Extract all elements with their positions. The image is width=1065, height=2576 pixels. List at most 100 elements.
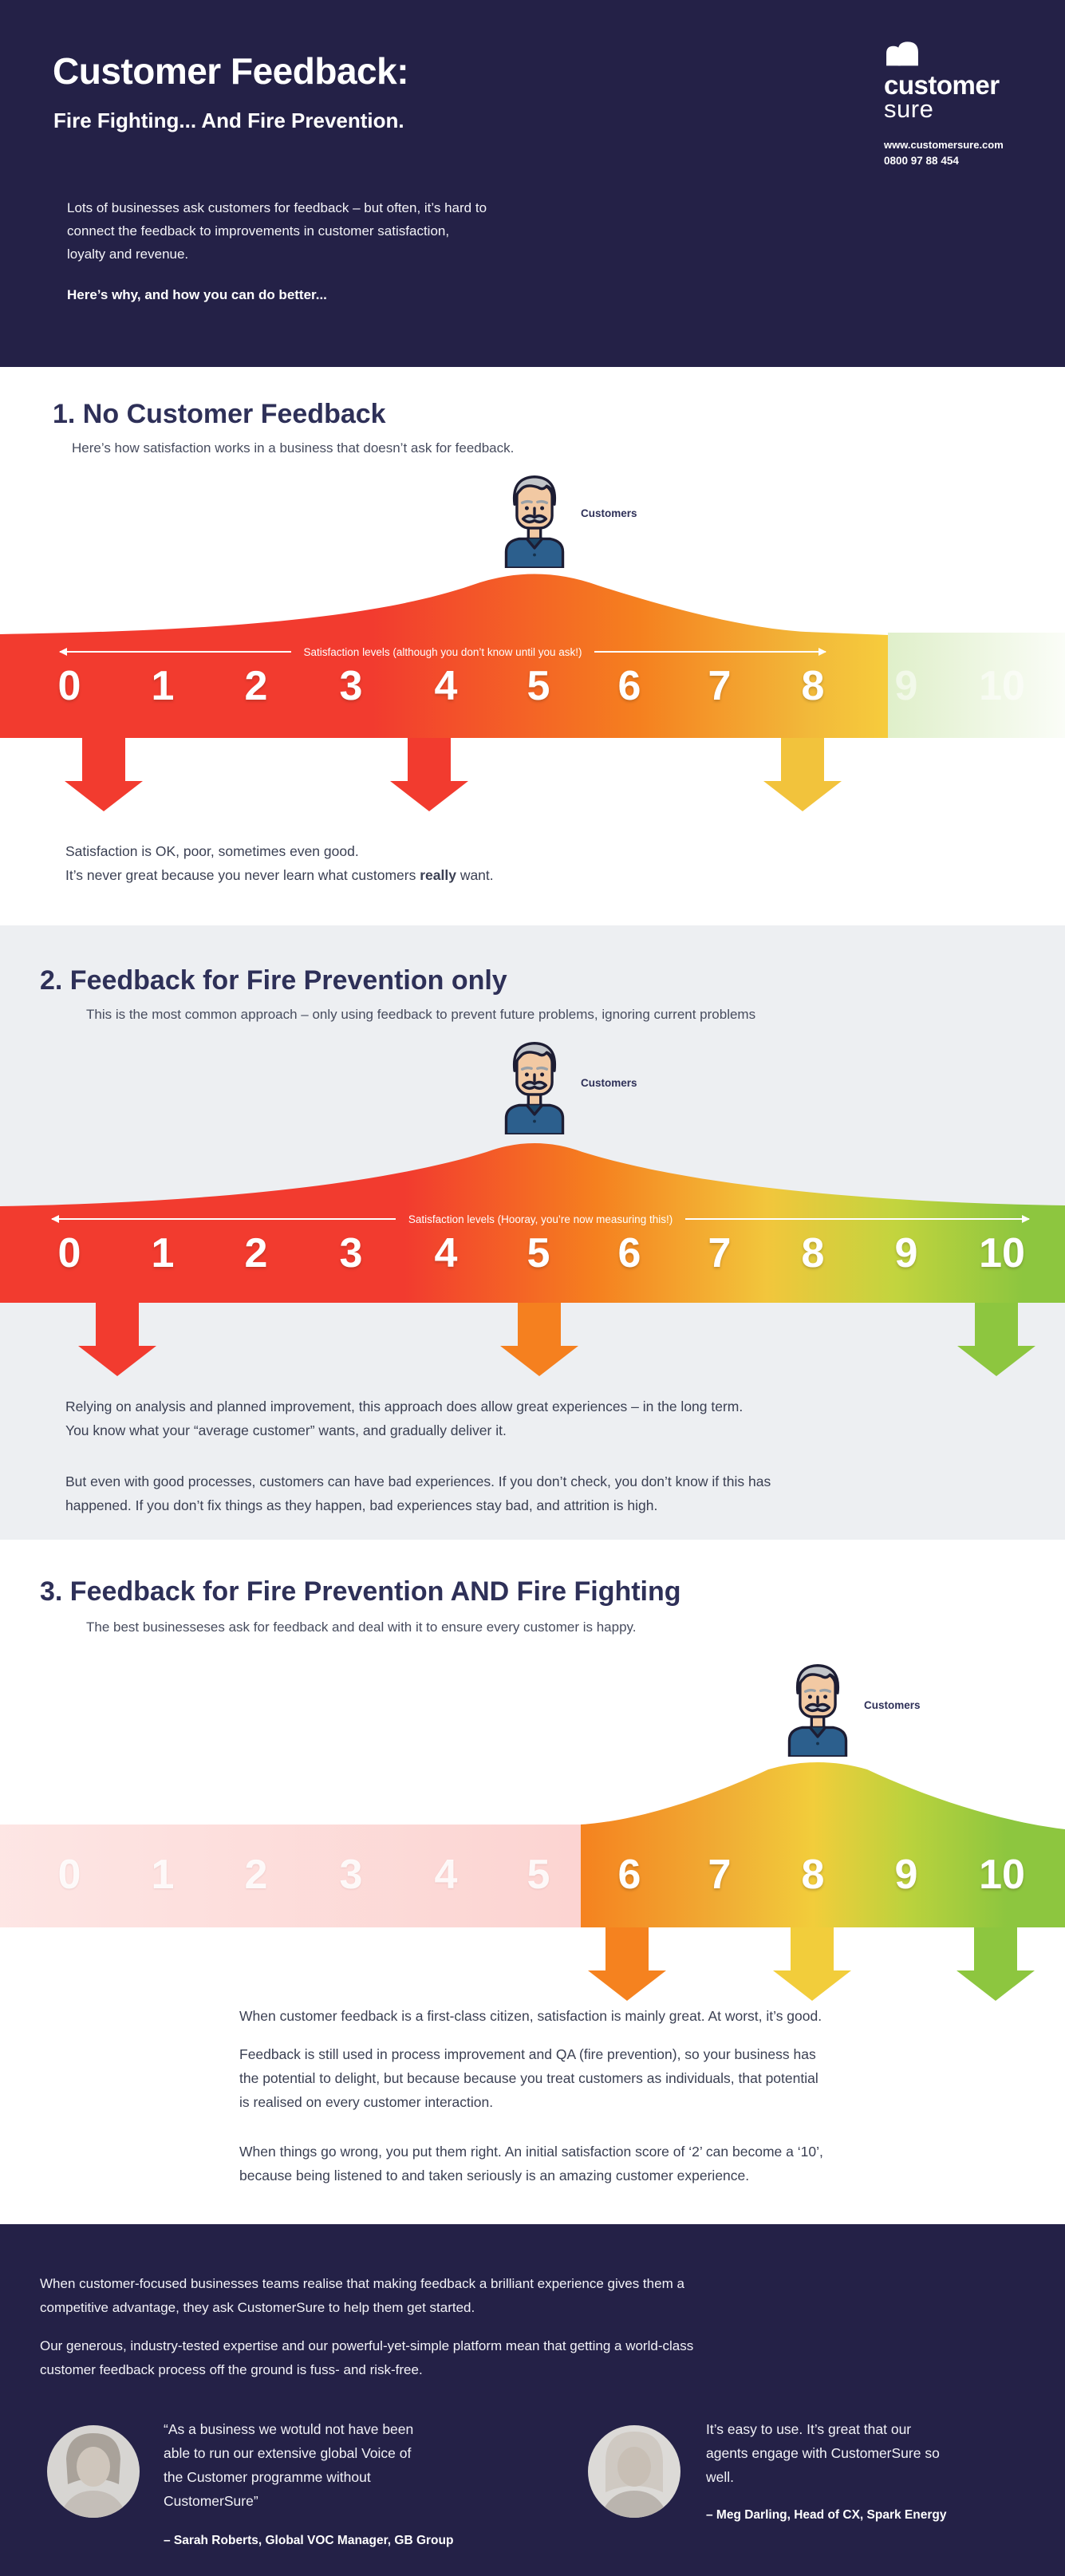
- scale-2: 2: [244, 1852, 268, 1898]
- section-3-prevention-and-fighting: 3. Feedback for Fire Prevention AND Fire…: [0, 1540, 1065, 2224]
- scale-7: 7: [708, 663, 732, 709]
- faded-scale-region: [888, 633, 1065, 738]
- scale-10: 10: [979, 1852, 1025, 1898]
- scale-2: 2: [244, 663, 268, 709]
- section-3-subheading: The best businesseses ask for feedback a…: [86, 1619, 637, 1635]
- section-2-paragraph-1: Relying on analysis and planned improvem…: [65, 1398, 744, 1438]
- down-arrow-score-10: [957, 1927, 1035, 2001]
- customer-avatar-illustration: [787, 1663, 848, 1758]
- satisfaction-range-label-1: Satisfaction levels (although you don’t …: [59, 644, 826, 660]
- intro-text-bold: Here’s why, and how you can do better...: [67, 287, 327, 302]
- section-1-heading: 1. No Customer Feedback: [53, 399, 386, 429]
- scale-6: 6: [617, 1230, 641, 1276]
- footer-section: When customer-focused businesses teams r…: [0, 2224, 1065, 2576]
- intro-text: Lots of businesses ask customers for fee…: [67, 200, 487, 262]
- satisfaction-mound-2: [0, 1143, 1065, 1303]
- scale-9: 9: [894, 1230, 918, 1276]
- section-2-paragraph-2: But even with good processes, customers …: [65, 1473, 771, 1513]
- scale-3: 3: [339, 1230, 363, 1276]
- scale-5: 5: [527, 1230, 550, 1276]
- customer-avatar-illustration: [504, 475, 565, 570]
- down-arrow-score-4: [390, 738, 468, 811]
- section-3-paragraph-1: When customer feedback is a first-class …: [239, 2008, 822, 2024]
- scale-1: 1: [151, 1230, 175, 1276]
- scale-6: 6: [617, 663, 641, 709]
- customers-avatar: [496, 1034, 573, 1136]
- customer-avatar-illustration: [504, 1041, 565, 1136]
- range-label-text: Satisfaction levels (although you don’t …: [303, 645, 582, 658]
- scale-4: 4: [434, 663, 458, 709]
- body-line-2-bold: really: [420, 867, 456, 883]
- testimonial-quote-sarah: “As a business we wotuld not have been a…: [164, 2421, 414, 2509]
- section-3-paragraph-3: When things go wrong, you put them right…: [239, 2144, 823, 2183]
- scale-10: 10: [979, 663, 1025, 709]
- section-2-heading: 2. Feedback for Fire Prevention only: [40, 965, 507, 996]
- scale-0: 0: [57, 1852, 81, 1898]
- logo-word-customer: customer: [884, 70, 1000, 100]
- scale-5: 5: [527, 663, 550, 709]
- satisfaction-mound-1: [0, 574, 888, 738]
- scale-3: 3: [339, 663, 363, 709]
- scale-8: 8: [801, 663, 825, 709]
- left-arrow-line: [51, 1215, 396, 1223]
- header-section: Customer Feedback: Fire Fighting... And …: [0, 0, 1065, 367]
- section-1-subheading: Here’s how satisfaction works in a busin…: [72, 440, 515, 456]
- testimonial-attribution-sarah: – Sarah Roberts, Global VOC Manager, GB …: [164, 2534, 454, 2547]
- scale-6: 6: [617, 1852, 641, 1898]
- satisfaction-mound-3: [581, 1762, 1065, 1927]
- section-2-subheading: This is the most common approach – only …: [86, 1007, 756, 1022]
- down-arrow-score-6: [588, 1927, 666, 2001]
- scale-2: 2: [244, 1230, 268, 1276]
- section-3-heading: 3. Feedback for Fire Prevention AND Fire…: [40, 1576, 681, 1607]
- scale-7: 7: [708, 1852, 732, 1898]
- scale-numbers-3: 0 1 2 3 4 5 6 7 8 9 10: [0, 1849, 1065, 1900]
- scale-8: 8: [801, 1230, 825, 1276]
- scale-numbers-2: 0 1 2 3 4 5 6 7 8 9 10: [0, 1228, 1065, 1279]
- section-1-body: Satisfaction is OK, poor, sometimes even…: [65, 839, 494, 887]
- footer-paragraph-2: Our generous, industry-tested expertise …: [40, 2338, 694, 2377]
- right-arrow-line: [685, 1215, 1030, 1223]
- down-arrow-score-8: [763, 738, 842, 811]
- scale-8: 8: [801, 1852, 825, 1898]
- cloud-logo-icon: [886, 41, 918, 66]
- down-arrow-score-0: [65, 738, 143, 811]
- down-arrow-score-5: [500, 1303, 578, 1376]
- customers-avatar: [496, 467, 573, 570]
- body-line-1: Satisfaction is OK, poor, sometimes even…: [65, 843, 359, 859]
- testimonial-attribution-meg: – Meg Darling, Head of CX, Spark Energy: [706, 2508, 947, 2522]
- customers-label: Customers: [864, 1699, 921, 1711]
- scale-1: 1: [151, 663, 175, 709]
- testimonial-photo-sarah: [47, 2425, 140, 2518]
- customersure-logo: customer sure www.customersure.com 0800 …: [884, 40, 1004, 167]
- scale-0: 0: [57, 663, 81, 709]
- testimonial-quote-meg: It’s easy to use. It’s great that our ag…: [706, 2421, 940, 2485]
- website-link[interactable]: www.customersure.com: [884, 139, 1004, 151]
- scale-9: 9: [894, 663, 918, 709]
- left-arrow-line: [59, 648, 291, 656]
- right-arrow-line: [594, 648, 826, 656]
- section-1-no-customer-feedback: 1. No Customer Feedback Here’s how satis…: [0, 367, 1065, 925]
- scale-4: 4: [434, 1852, 458, 1898]
- testimonial-photo-meg: [588, 2425, 680, 2518]
- scale-3: 3: [339, 1852, 363, 1898]
- scale-9: 9: [894, 1852, 918, 1898]
- phone-number: 0800 97 88 454: [884, 155, 959, 167]
- down-arrow-score-8: [773, 1927, 851, 2001]
- scale-7: 7: [708, 1230, 732, 1276]
- scale-numbers-1: 0 1 2 3 4 5 6 7 8 9 10: [0, 661, 1065, 712]
- satisfaction-range-label-2: Satisfaction levels (Hooray, you’re now …: [51, 1211, 1030, 1227]
- footer-paragraph-1: When customer-focused businesses teams r…: [40, 2276, 684, 2315]
- range-label-text: Satisfaction levels (Hooray, you’re now …: [408, 1213, 673, 1225]
- scale-4: 4: [434, 1230, 458, 1276]
- faded-scale-region: [0, 1825, 582, 1927]
- down-arrow-score-10: [957, 1303, 1035, 1376]
- down-arrow-score-1: [78, 1303, 156, 1376]
- page-subtitle: Fire Fighting... And Fire Prevention.: [53, 108, 404, 132]
- logo-word-sure: sure: [884, 95, 934, 123]
- page-title: Customer Feedback:: [53, 50, 409, 92]
- scale-1: 1: [151, 1852, 175, 1898]
- section-3-paragraph-2: Feedback is still used in process improv…: [239, 2046, 818, 2110]
- scale-0: 0: [57, 1230, 81, 1276]
- scale-5: 5: [527, 1852, 550, 1898]
